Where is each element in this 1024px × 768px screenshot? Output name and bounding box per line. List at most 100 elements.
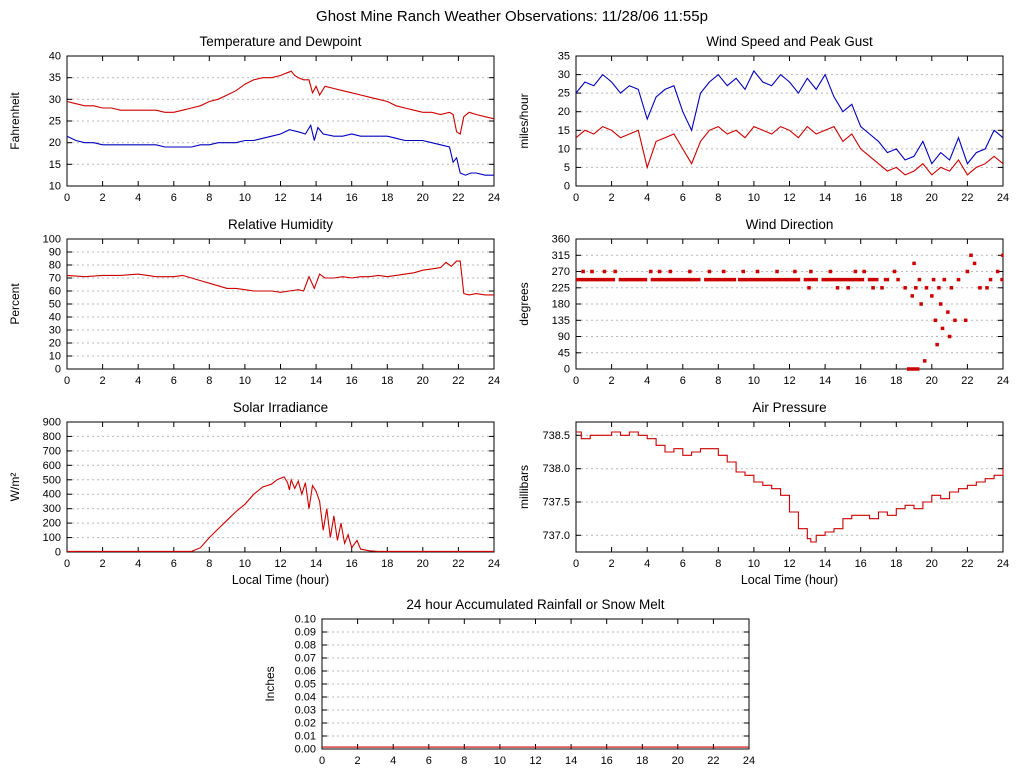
svg-text:2: 2: [100, 192, 106, 204]
svg-text:22: 22: [961, 192, 973, 204]
svg-text:6: 6: [171, 558, 177, 570]
svg-text:180: 180: [552, 299, 570, 311]
x-axis-label: Local Time (hour): [741, 573, 838, 587]
svg-text:0.03: 0.03: [294, 705, 315, 717]
svg-text:18: 18: [381, 375, 393, 387]
svg-text:0.06: 0.06: [294, 666, 315, 678]
svg-text:12: 12: [274, 375, 286, 387]
series-irradiance: [67, 476, 494, 552]
svg-text:24: 24: [488, 558, 500, 570]
y-axis-label: millibars: [517, 465, 531, 509]
svg-text:6: 6: [171, 192, 177, 204]
svg-text:4: 4: [135, 192, 141, 204]
charts-row-4: 24 hour Accumulated Rainfall or Snow Mel…: [0, 593, 1024, 768]
svg-text:400: 400: [43, 489, 61, 501]
svg-text:0.07: 0.07: [294, 653, 315, 665]
svg-text:2: 2: [100, 558, 106, 570]
svg-text:135: 135: [552, 315, 570, 327]
chart-title: Temperature and Dewpoint: [199, 34, 361, 49]
y-axis-label: Percent: [8, 283, 22, 325]
svg-text:14: 14: [564, 755, 576, 767]
svg-text:18: 18: [381, 558, 393, 570]
svg-text:4: 4: [135, 558, 141, 570]
svg-text:100: 100: [43, 532, 61, 544]
chart-title: Relative Humidity: [228, 217, 333, 232]
svg-text:24: 24: [997, 375, 1009, 387]
svg-text:738.5: 738.5: [542, 430, 570, 442]
svg-text:10: 10: [239, 192, 251, 204]
svg-text:0: 0: [64, 375, 70, 387]
svg-text:16: 16: [855, 375, 867, 387]
svg-text:4: 4: [644, 375, 650, 387]
svg-text:22: 22: [452, 192, 464, 204]
svg-text:20: 20: [558, 106, 570, 118]
charts-row-3: Solar Irradiance 0 2 4 6 8 10 12 14 16 18 20 22 24 0 10…: [0, 396, 1024, 593]
svg-text:315: 315: [552, 250, 570, 262]
svg-text:45: 45: [558, 347, 570, 359]
chart-title: Wind Speed and Peak Gust: [706, 34, 873, 49]
svg-text:24: 24: [997, 558, 1009, 570]
y-axis-label: degrees: [517, 282, 531, 325]
svg-text:18: 18: [381, 192, 393, 204]
page-title: Ghost Mine Ranch Weather Observations: 1…: [316, 8, 708, 25]
svg-text:16: 16: [346, 375, 358, 387]
svg-text:18: 18: [636, 755, 648, 767]
svg-text:2: 2: [609, 192, 615, 204]
svg-text:800: 800: [43, 431, 61, 443]
svg-text:0.10: 0.10: [294, 614, 315, 626]
svg-text:10: 10: [748, 558, 760, 570]
chart-title: 24 hour Accumulated Rainfall or Snow Mel…: [406, 597, 664, 612]
svg-text:0.00: 0.00: [294, 744, 315, 756]
svg-text:0: 0: [573, 192, 579, 204]
svg-text:500: 500: [43, 474, 61, 486]
svg-text:24: 24: [997, 192, 1009, 204]
svg-text:90: 90: [558, 331, 570, 343]
svg-text:2: 2: [354, 755, 360, 767]
svg-text:30: 30: [49, 94, 61, 106]
svg-text:22: 22: [707, 755, 719, 767]
chart-rainfall: 24 hour Accumulated Rainfall or Snow Mel…: [260, 593, 765, 768]
svg-text:14: 14: [310, 558, 322, 570]
svg-text:20: 20: [926, 375, 938, 387]
svg-text:22: 22: [961, 375, 973, 387]
svg-text:22: 22: [452, 558, 464, 570]
svg-text:4: 4: [644, 192, 650, 204]
svg-text:12: 12: [274, 558, 286, 570]
svg-text:0: 0: [318, 755, 324, 767]
svg-text:6: 6: [680, 375, 686, 387]
svg-text:90: 90: [49, 247, 61, 259]
svg-text:2: 2: [609, 375, 615, 387]
svg-text:16: 16: [855, 558, 867, 570]
svg-text:737.5: 737.5: [542, 497, 570, 509]
svg-text:20: 20: [417, 375, 429, 387]
svg-text:360: 360: [552, 234, 570, 246]
svg-text:6: 6: [425, 755, 431, 767]
svg-text:6: 6: [680, 192, 686, 204]
svg-text:4: 4: [135, 375, 141, 387]
svg-text:14: 14: [310, 375, 322, 387]
svg-text:300: 300: [43, 503, 61, 515]
svg-text:0: 0: [573, 558, 579, 570]
svg-text:8: 8: [715, 192, 721, 204]
svg-text:25: 25: [49, 116, 61, 128]
svg-text:14: 14: [819, 558, 831, 570]
chart-wind-direction: Wind Direction 0 2 4 6 8 10 12 14 16 18 20 22 24 0 45 90…: [514, 213, 1019, 396]
svg-text:0: 0: [64, 558, 70, 570]
svg-text:15: 15: [558, 125, 570, 137]
svg-text:40: 40: [49, 51, 61, 63]
svg-text:8: 8: [206, 192, 212, 204]
svg-text:12: 12: [529, 755, 541, 767]
svg-text:0.01: 0.01: [294, 731, 315, 743]
svg-text:10: 10: [239, 558, 251, 570]
svg-text:30: 30: [49, 325, 61, 337]
svg-text:80: 80: [49, 260, 61, 272]
svg-text:25: 25: [558, 88, 570, 100]
svg-text:14: 14: [819, 192, 831, 204]
chart-title: Air Pressure: [752, 400, 826, 415]
